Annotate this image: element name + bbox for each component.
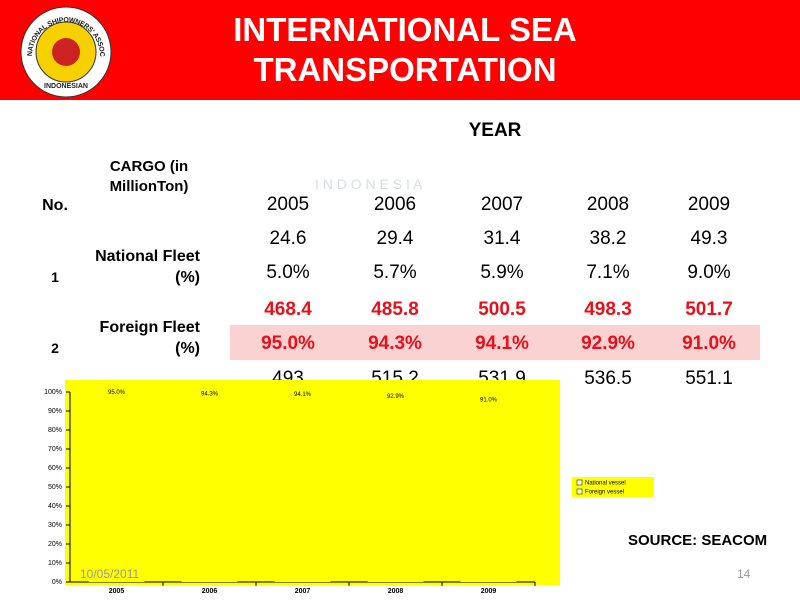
x-tick-label: 2009 (481, 588, 497, 595)
date: 10/05/2011 (80, 567, 140, 581)
y-tick-label: 50% (48, 484, 62, 491)
bar (460, 392, 517, 565)
cell-percent: 95.0% (261, 333, 315, 354)
cell-percent: 5.0% (266, 262, 310, 283)
y-tick-label: 40% (48, 503, 62, 510)
bar (181, 392, 238, 572)
bar (460, 564, 517, 582)
year-header: 2008 (586, 194, 630, 215)
cell-value: 49.3 (690, 228, 728, 249)
data-label: 94.3% (201, 391, 219, 397)
row-highlight (230, 325, 760, 360)
data-label: 95.0% (108, 390, 126, 396)
cell-value: 468.4 (264, 299, 312, 320)
row-label: Foreign Fleet (%) (99, 319, 200, 357)
cell-percent: 92.9% (581, 333, 635, 354)
cell-value: 536.5 (584, 368, 632, 389)
cell-percent: 94.1% (475, 333, 529, 354)
cell-value: 29.4 (376, 228, 414, 249)
header-bar (0, 0, 800, 100)
y-tick-label: 80% (48, 427, 62, 434)
legend-box (572, 477, 654, 497)
y-tick-label: 70% (48, 446, 62, 453)
y-tick-label: 10% (48, 560, 62, 567)
year-heading: YEAR (468, 120, 522, 141)
x-tick-label: 2006 (202, 588, 218, 595)
bar (367, 392, 424, 569)
y-tick-label: 0% (52, 579, 62, 586)
bar (274, 570, 331, 582)
title: INTERNATIONAL SEA TRANSPORTATION (233, 11, 577, 88)
row-label: National Fleet (%) (95, 248, 200, 286)
x-tick-label: 2008 (388, 588, 404, 595)
x-tick-label: 2005 (109, 588, 125, 595)
logo: NATIONAL SHIPOWNERS' ASSOCIATION INDONES… (18, 4, 112, 98)
cell-value: 498.3 (584, 299, 632, 320)
data-label: 94.1% (294, 392, 312, 398)
cell-value: 500.5 (478, 299, 526, 320)
cell-percent: 91.0% (682, 333, 736, 354)
legend-marker (576, 479, 583, 486)
row-number: 2 (51, 340, 59, 356)
cell-percent: 5.7% (373, 262, 417, 283)
row-number: 1 (51, 269, 59, 285)
year-header: 2005 (266, 194, 310, 215)
cell-percent: 7.1% (586, 262, 630, 283)
legend-marker (576, 488, 583, 495)
y-tick-label: 90% (48, 408, 62, 415)
y-tick-label: 60% (48, 465, 62, 472)
year-header: 2009 (687, 194, 731, 215)
data-label: 91.0% (480, 398, 498, 404)
watermark: I N D O N E S I A (315, 176, 423, 192)
y-tick-label: 30% (48, 522, 62, 529)
bar (181, 571, 238, 582)
bar (88, 572, 145, 582)
cell-percent: 94.3% (368, 333, 422, 354)
cell-value: 24.6 (269, 228, 307, 249)
no-header: No. (42, 197, 68, 214)
year-header: 2006 (373, 194, 417, 215)
page-number: 14 (737, 567, 751, 581)
cell-percent: 5.9% (480, 262, 524, 283)
cell-value: 551.1 (685, 368, 733, 389)
y-tick-label: 100% (44, 389, 62, 396)
bar (274, 392, 331, 571)
bar (367, 568, 424, 582)
data-label: 92.9% (387, 394, 405, 400)
y-tick-label: 20% (48, 541, 62, 548)
bar (88, 392, 145, 573)
cell-value: 31.4 (483, 228, 521, 249)
legend-label: Foreign vessel (585, 490, 624, 496)
cargo-header: CARGO (in MillionTon) (109, 158, 189, 195)
legend-label: National vessel (585, 481, 626, 487)
cell-percent: 9.0% (687, 262, 731, 283)
cell-value: 485.8 (371, 299, 419, 320)
cell-value: 38.2 (589, 228, 627, 249)
x-tick-label: 2007 (295, 588, 311, 595)
year-header: 2007 (480, 194, 524, 215)
logo-bottom: INDONESIAN (44, 83, 88, 90)
source: SOURCE: SEACOM (628, 532, 768, 549)
cell-value: 501.7 (685, 299, 733, 320)
